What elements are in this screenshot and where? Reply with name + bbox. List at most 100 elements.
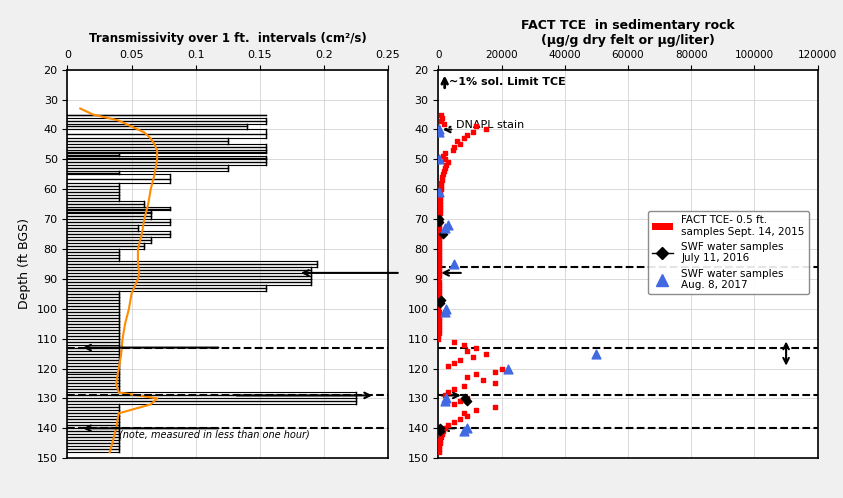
FACT TCE- 0.5 ft.
samples Sept. 14, 2015	[435, 176, 448, 184]
FACT TCE- 0.5 ft.
samples Sept. 14, 2015	[466, 128, 480, 136]
FACT TCE- 0.5 ft.
samples Sept. 14, 2015	[432, 245, 446, 253]
FACT TCE- 0.5 ft.
samples Sept. 14, 2015	[433, 191, 447, 199]
SWF water samples
July 11, 2016	[433, 424, 447, 432]
FACT TCE- 0.5 ft.
samples Sept. 14, 2015	[432, 308, 445, 316]
FACT TCE- 0.5 ft.
samples Sept. 14, 2015	[454, 140, 467, 148]
SWF water samples
Aug. 8, 2017	[460, 424, 474, 432]
FACT TCE- 0.5 ft.
samples Sept. 14, 2015	[432, 224, 446, 232]
FACT TCE- 0.5 ft.
samples Sept. 14, 2015	[432, 311, 445, 319]
FACT TCE- 0.5 ft.
samples Sept. 14, 2015	[470, 406, 483, 414]
FACT TCE- 0.5 ft.
samples Sept. 14, 2015	[432, 272, 445, 280]
FACT TCE- 0.5 ft.
samples Sept. 14, 2015	[466, 353, 480, 361]
FACT TCE- 0.5 ft.
samples Sept. 14, 2015	[448, 338, 461, 346]
FACT TCE- 0.5 ft.
samples Sept. 14, 2015	[434, 433, 448, 441]
SWF water samples
July 11, 2016	[459, 394, 472, 402]
FACT TCE- 0.5 ft.
samples Sept. 14, 2015	[433, 206, 447, 214]
FACT TCE- 0.5 ft.
samples Sept. 14, 2015	[436, 114, 449, 122]
FACT TCE- 0.5 ft.
samples Sept. 14, 2015	[433, 436, 447, 444]
FACT TCE- 0.5 ft.
samples Sept. 14, 2015	[436, 173, 449, 181]
FACT TCE- 0.5 ft.
samples Sept. 14, 2015	[432, 290, 445, 298]
FACT TCE- 0.5 ft.
samples Sept. 14, 2015	[438, 424, 452, 432]
FACT TCE- 0.5 ft.
samples Sept. 14, 2015	[438, 164, 452, 172]
FACT TCE- 0.5 ft.
samples Sept. 14, 2015	[446, 146, 459, 154]
FACT TCE- 0.5 ft.
samples Sept. 14, 2015	[437, 152, 450, 160]
FACT TCE- 0.5 ft.
samples Sept. 14, 2015	[432, 227, 446, 235]
FACT TCE- 0.5 ft.
samples Sept. 14, 2015	[460, 347, 474, 355]
FACT TCE- 0.5 ft.
samples Sept. 14, 2015	[460, 374, 474, 381]
FACT TCE- 0.5 ft.
samples Sept. 14, 2015	[438, 120, 451, 127]
FACT TCE- 0.5 ft.
samples Sept. 14, 2015	[432, 233, 446, 241]
Text: DNAPL stain: DNAPL stain	[456, 120, 524, 130]
FACT TCE- 0.5 ft.
samples Sept. 14, 2015	[433, 188, 447, 196]
FACT TCE- 0.5 ft.
samples Sept. 14, 2015	[433, 209, 447, 217]
SWF water samples
July 11, 2016	[432, 218, 446, 226]
FACT TCE- 0.5 ft.
samples Sept. 14, 2015	[432, 284, 445, 292]
FACT TCE- 0.5 ft.
samples Sept. 14, 2015	[432, 263, 445, 271]
FACT TCE- 0.5 ft.
samples Sept. 14, 2015	[479, 350, 492, 358]
FACT TCE- 0.5 ft.
samples Sept. 14, 2015	[454, 356, 467, 364]
Legend: FACT TCE- 0.5 ft.
samples Sept. 14, 2015, SWF water samples
July 11, 2016, SWF w: FACT TCE- 0.5 ft. samples Sept. 14, 2015…	[647, 211, 808, 294]
FACT TCE- 0.5 ft.
samples Sept. 14, 2015	[438, 155, 452, 163]
SWF water samples
Aug. 8, 2017	[438, 224, 452, 232]
FACT TCE- 0.5 ft.
samples Sept. 14, 2015	[432, 293, 445, 301]
FACT TCE- 0.5 ft.
samples Sept. 14, 2015	[432, 251, 446, 259]
FACT TCE- 0.5 ft.
samples Sept. 14, 2015	[479, 125, 492, 133]
SWF water samples
Aug. 8, 2017	[457, 427, 470, 435]
FACT TCE- 0.5 ft.
samples Sept. 14, 2015	[432, 281, 445, 289]
FACT TCE- 0.5 ft.
samples Sept. 14, 2015	[438, 391, 452, 399]
SWF water samples
July 11, 2016	[434, 296, 448, 304]
FACT TCE- 0.5 ft.
samples Sept. 14, 2015	[432, 212, 446, 220]
FACT TCE- 0.5 ft.
samples Sept. 14, 2015	[432, 335, 445, 343]
FACT TCE- 0.5 ft.
samples Sept. 14, 2015	[489, 403, 502, 411]
SWF water samples
July 11, 2016	[437, 230, 450, 238]
SWF water samples
Aug. 8, 2017	[432, 155, 446, 163]
SWF water samples
Aug. 8, 2017	[590, 350, 604, 358]
SWF water samples
July 11, 2016	[432, 215, 446, 223]
FACT TCE- 0.5 ft.
samples Sept. 14, 2015	[432, 302, 445, 310]
FACT TCE- 0.5 ft.
samples Sept. 14, 2015	[434, 117, 448, 124]
FACT TCE- 0.5 ft.
samples Sept. 14, 2015	[448, 400, 461, 408]
FACT TCE- 0.5 ft.
samples Sept. 14, 2015	[432, 236, 446, 244]
FACT TCE- 0.5 ft.
samples Sept. 14, 2015	[432, 299, 445, 307]
FACT TCE- 0.5 ft.
samples Sept. 14, 2015	[448, 385, 461, 393]
FACT TCE- 0.5 ft.
samples Sept. 14, 2015	[460, 131, 474, 139]
FACT TCE- 0.5 ft.
samples Sept. 14, 2015	[432, 448, 446, 456]
SWF water samples
July 11, 2016	[433, 299, 447, 307]
SWF water samples
Aug. 8, 2017	[439, 305, 453, 313]
FACT TCE- 0.5 ft.
samples Sept. 14, 2015	[432, 445, 446, 453]
FACT TCE- 0.5 ft.
samples Sept. 14, 2015	[470, 371, 483, 378]
FACT TCE- 0.5 ft.
samples Sept. 14, 2015	[441, 388, 454, 396]
FACT TCE- 0.5 ft.
samples Sept. 14, 2015	[432, 326, 445, 334]
FACT TCE- 0.5 ft.
samples Sept. 14, 2015	[434, 182, 448, 190]
FACT TCE- 0.5 ft.
samples Sept. 14, 2015	[457, 409, 470, 417]
FACT TCE- 0.5 ft.
samples Sept. 14, 2015	[432, 296, 445, 304]
FACT TCE- 0.5 ft.
samples Sept. 14, 2015	[448, 418, 461, 426]
FACT TCE- 0.5 ft.
samples Sept. 14, 2015	[432, 221, 446, 229]
FACT TCE- 0.5 ft.
samples Sept. 14, 2015	[432, 248, 446, 256]
FACT TCE- 0.5 ft.
samples Sept. 14, 2015	[495, 365, 508, 373]
FACT TCE- 0.5 ft.
samples Sept. 14, 2015	[448, 359, 461, 367]
Y-axis label: Depth (ft BGS): Depth (ft BGS)	[18, 219, 31, 309]
FACT TCE- 0.5 ft.
samples Sept. 14, 2015	[450, 137, 464, 145]
FACT TCE- 0.5 ft.
samples Sept. 14, 2015	[433, 203, 447, 211]
FACT TCE- 0.5 ft.
samples Sept. 14, 2015	[489, 379, 502, 387]
FACT TCE- 0.5 ft.
samples Sept. 14, 2015	[438, 149, 452, 157]
FACT TCE- 0.5 ft.
samples Sept. 14, 2015	[439, 161, 453, 169]
FACT TCE- 0.5 ft.
samples Sept. 14, 2015	[432, 329, 445, 337]
FACT TCE- 0.5 ft.
samples Sept. 14, 2015	[433, 197, 447, 205]
SWF water samples
Aug. 8, 2017	[501, 365, 514, 373]
FACT TCE- 0.5 ft.
samples Sept. 14, 2015	[454, 397, 467, 405]
SWF water samples
Aug. 8, 2017	[441, 221, 454, 229]
FACT TCE- 0.5 ft.
samples Sept. 14, 2015	[432, 218, 446, 226]
FACT TCE- 0.5 ft.
samples Sept. 14, 2015	[470, 344, 483, 352]
FACT TCE- 0.5 ft.
samples Sept. 14, 2015	[432, 275, 445, 283]
SWF water samples
July 11, 2016	[433, 427, 447, 435]
FACT TCE- 0.5 ft.
samples Sept. 14, 2015	[460, 394, 474, 402]
FACT TCE- 0.5 ft.
samples Sept. 14, 2015	[489, 368, 502, 375]
SWF water samples
Aug. 8, 2017	[439, 394, 453, 402]
FACT TCE- 0.5 ft.
samples Sept. 14, 2015	[454, 415, 467, 423]
SWF water samples
July 11, 2016	[460, 397, 474, 405]
FACT TCE- 0.5 ft.
samples Sept. 14, 2015	[432, 215, 446, 223]
FACT TCE- 0.5 ft.
samples Sept. 14, 2015	[432, 269, 445, 277]
FACT TCE- 0.5 ft.
samples Sept. 14, 2015	[437, 427, 450, 435]
